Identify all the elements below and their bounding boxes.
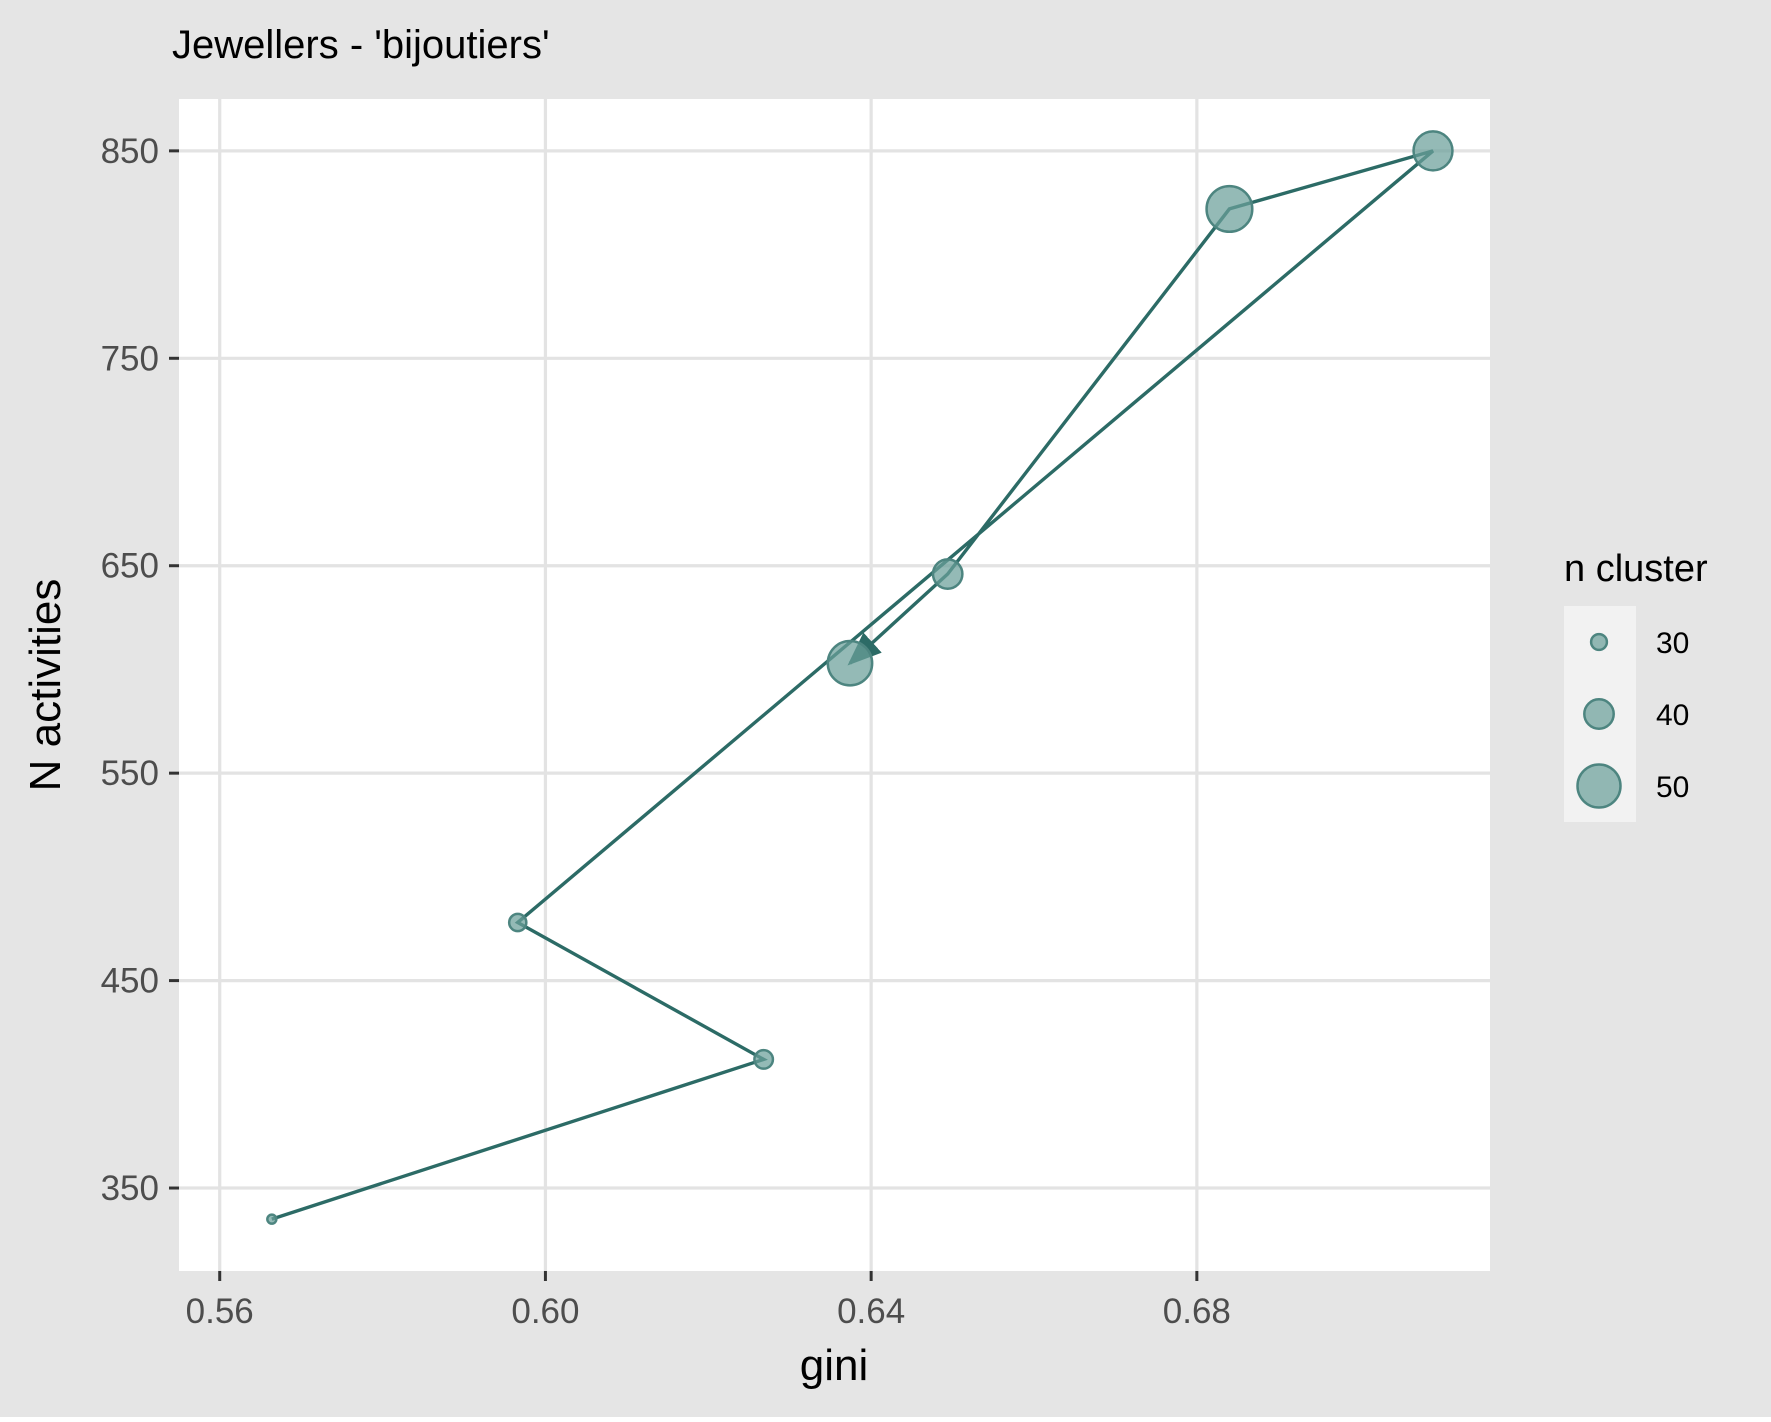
legend: n cluster 30 40 50 bbox=[1564, 548, 1708, 822]
y-tick-label: 450 bbox=[101, 962, 159, 1001]
legend-key-circle bbox=[1589, 632, 1609, 652]
y-tick-label: 550 bbox=[101, 754, 159, 793]
y-tick-label: 750 bbox=[101, 339, 159, 378]
axes: 0.56 0.60 0.64 0.68 350 450 550 650 750 850 bbox=[101, 132, 1231, 1331]
data-point bbox=[266, 1213, 278, 1225]
x-tick-label: 0.60 bbox=[511, 1292, 579, 1331]
data-point bbox=[753, 1048, 775, 1070]
legend-entry-label: 50 bbox=[1656, 771, 1689, 804]
x-tick-label: 0.56 bbox=[186, 1292, 254, 1331]
chart-title: Jewellers - 'bijoutiers' bbox=[172, 23, 550, 67]
legend-key-circle bbox=[1583, 698, 1615, 730]
x-tick-label: 0.64 bbox=[837, 1292, 905, 1331]
legend-entry-label: 30 bbox=[1656, 627, 1689, 660]
y-tick-label: 350 bbox=[101, 1169, 159, 1208]
data-point bbox=[507, 912, 528, 933]
data-point bbox=[931, 558, 964, 590]
legend-title: n cluster bbox=[1564, 548, 1708, 590]
data-point bbox=[1205, 184, 1254, 234]
data-points bbox=[266, 130, 1454, 1225]
data-point bbox=[1412, 130, 1454, 172]
legend-key-circle bbox=[1576, 763, 1622, 809]
y-axis-label: N activities bbox=[21, 579, 70, 792]
x-tick-label: 0.68 bbox=[1163, 1292, 1231, 1331]
data-point bbox=[826, 639, 874, 687]
plot-panel bbox=[179, 99, 1490, 1271]
y-tick-label: 650 bbox=[101, 547, 159, 586]
grid-lines bbox=[179, 99, 1490, 1271]
legend-entry-label: 40 bbox=[1656, 699, 1689, 732]
y-tick-label: 850 bbox=[101, 132, 159, 171]
x-axis-label: gini bbox=[800, 1341, 869, 1390]
